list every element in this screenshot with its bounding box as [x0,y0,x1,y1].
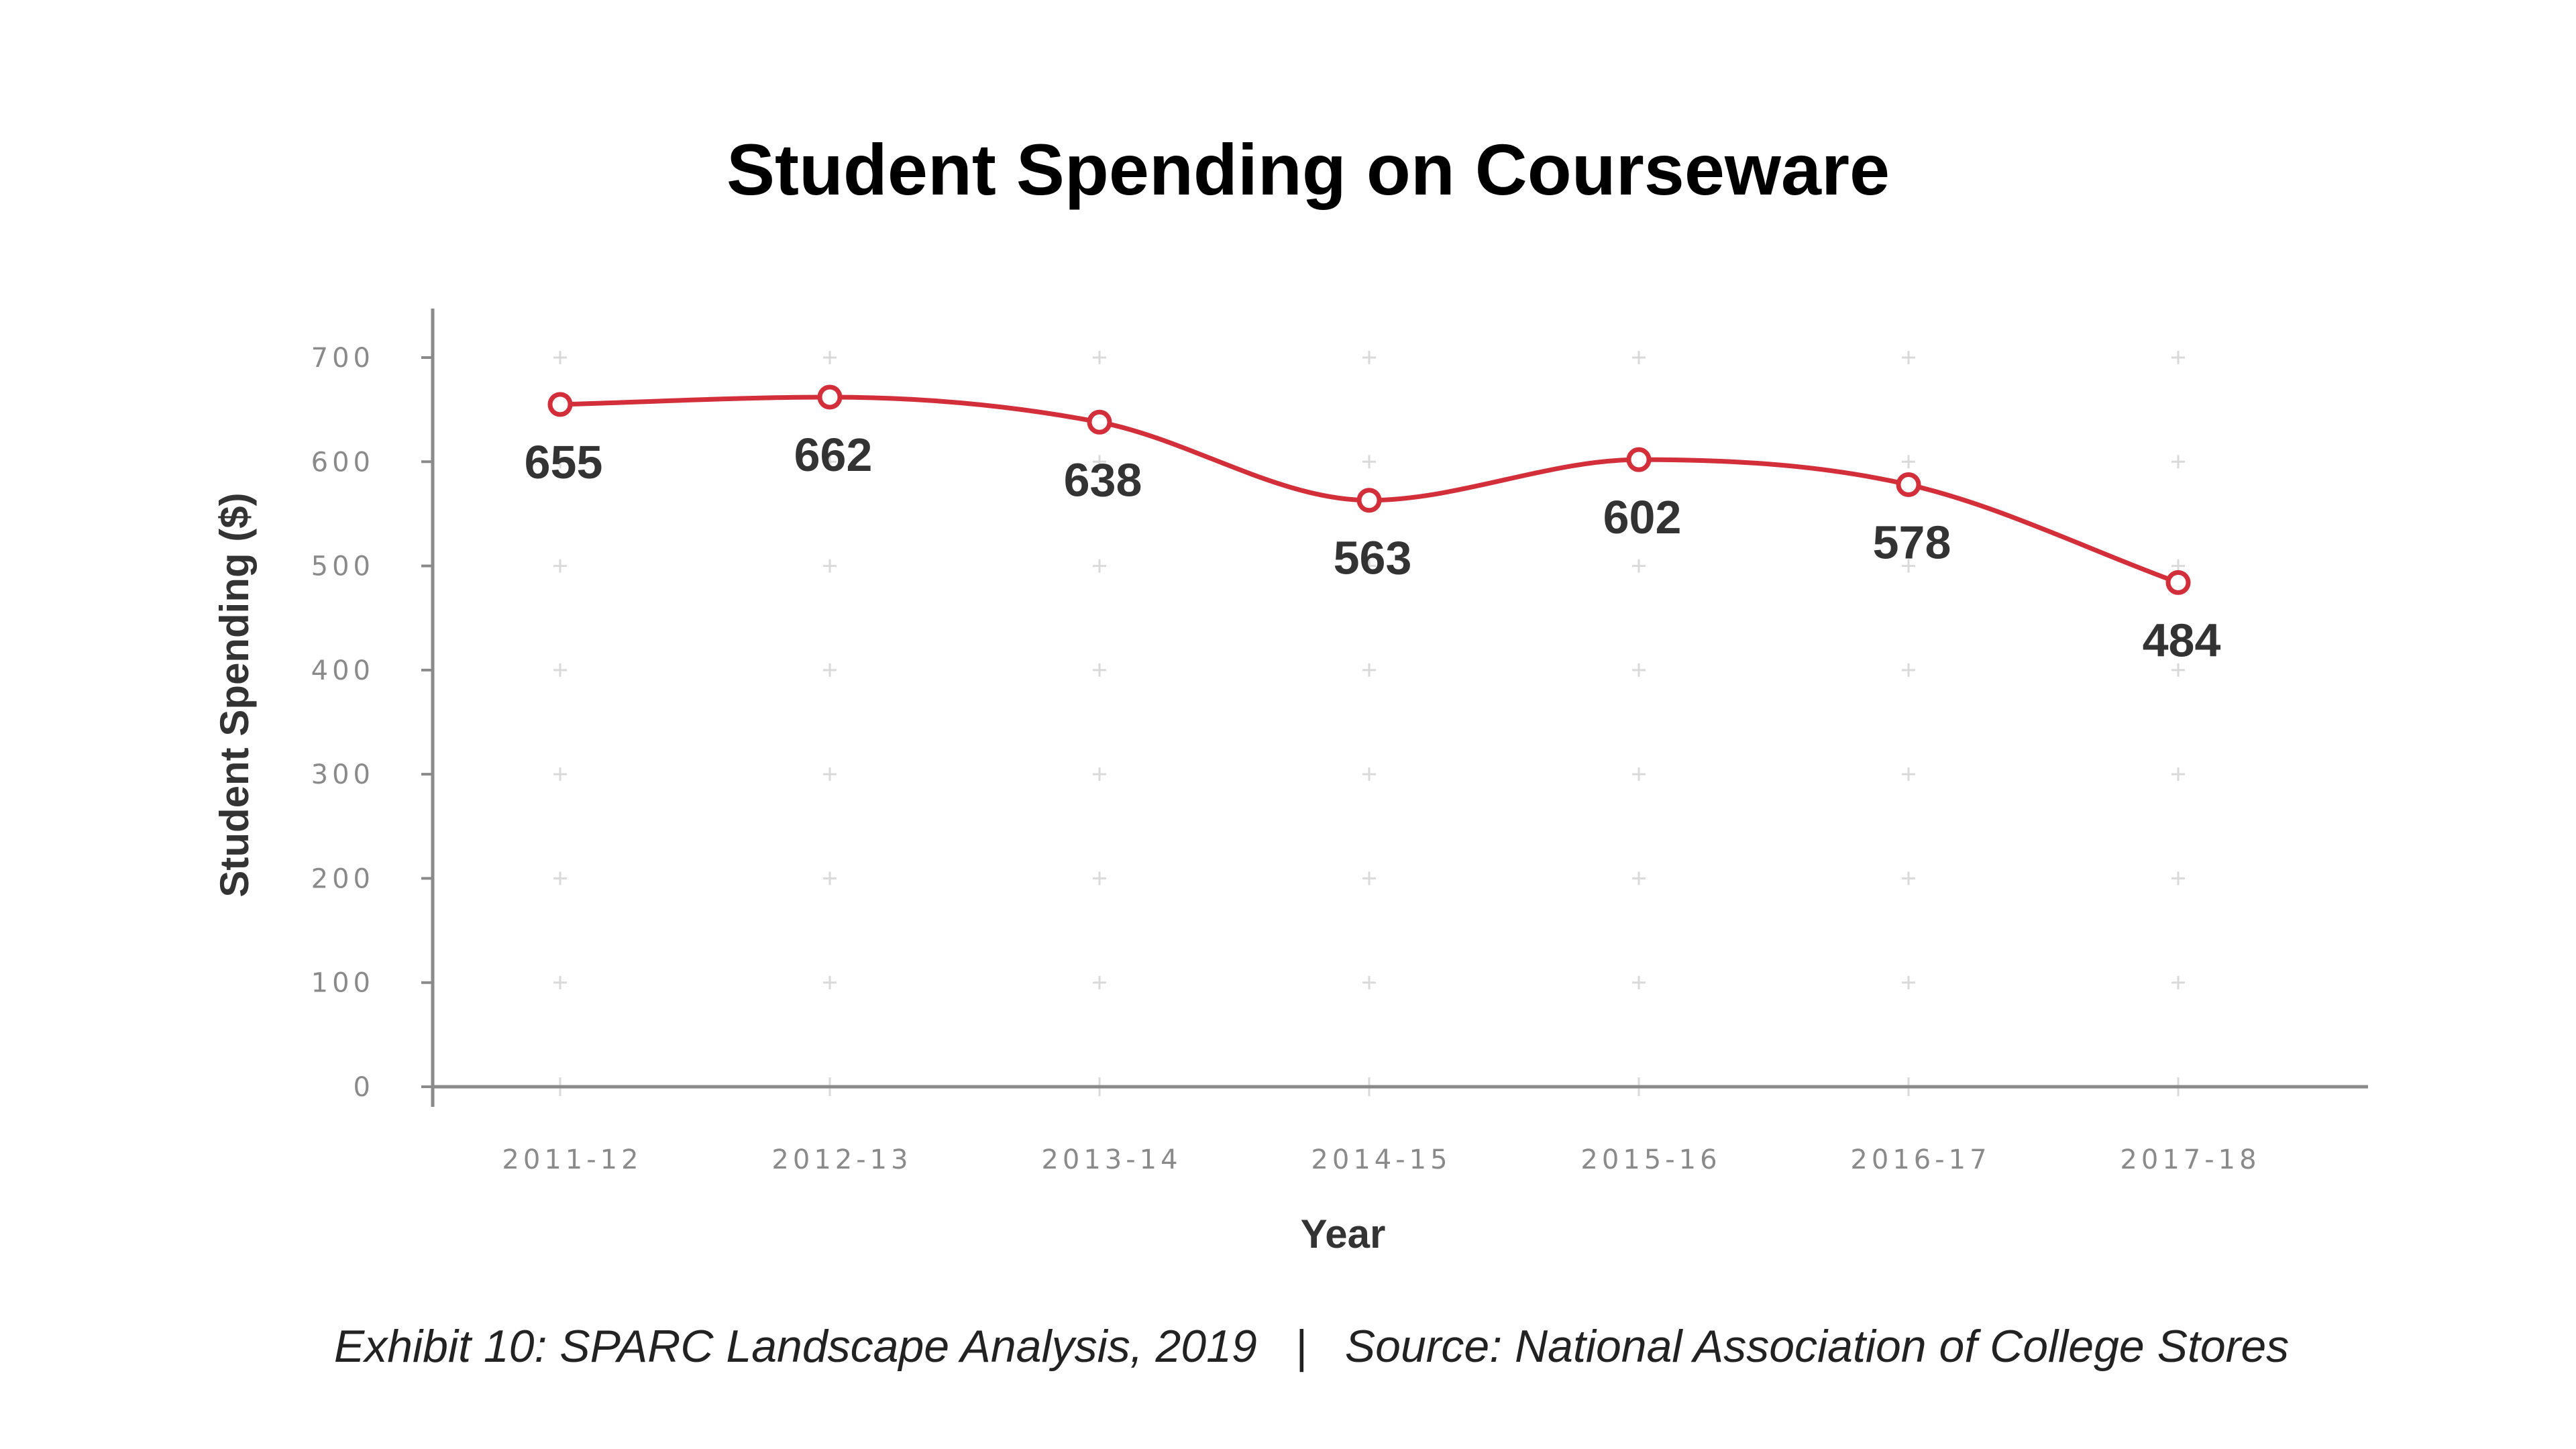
data-point [1087,409,1112,435]
grid-plus-marker [1093,767,1106,782]
grid-plus-marker [2171,663,2185,677]
grid-plus-marker [1093,559,1106,573]
data-label: 578 [1873,516,1951,568]
data-label: 563 [1334,532,1412,584]
grid-plus-marker [1093,663,1106,677]
data-labels: 655 662 638 563 602 578 484 [525,429,2221,666]
data-point [1896,472,1921,497]
y-axis-ticks: 0 100 200 300 400 500 600 700 [311,343,433,1103]
grid-plus-marker [1902,663,1915,677]
data-point [547,392,573,417]
grid-plus-marker [1902,975,1915,989]
grid-plus-marker [553,871,567,885]
x-tick-label: 2011-12 [502,1144,642,1175]
grid-plus-marker [2171,871,2185,885]
chart-title: Student Spending on Courseware [727,129,1890,210]
grid-plus-marker [1632,559,1646,573]
grid-plus-marker [1902,351,1915,364]
x-tick-label: 2017-18 [2120,1144,2260,1175]
grid-plus-marker [1632,871,1646,885]
grid-plus-marker [553,663,567,677]
x-axis-title: Year [1301,1212,1386,1256]
y-tick-label: 400 [311,655,374,686]
grid-plus-marker [1632,767,1646,782]
y-tick-label: 200 [311,863,374,894]
x-tick-label: 2015-16 [1580,1144,1721,1175]
data-point [1626,447,1652,472]
data-label: 662 [794,429,873,481]
series [547,384,2191,595]
grid-plus-marker [823,559,837,573]
grid-markers [551,351,2188,1096]
grid-plus-marker [823,975,837,989]
grid-plus-marker [823,455,837,469]
axes [431,309,2368,1107]
data-point [2165,570,2191,595]
grid-plus-marker [1093,975,1106,989]
grid-plus-marker [553,351,567,364]
data-label: 638 [1064,453,1142,506]
y-tick-label: 700 [311,343,374,374]
grid-plus-marker [1902,767,1915,782]
grid-plus-marker [553,559,567,573]
x-tick-label: 2012-13 [771,1144,912,1175]
grid-plus-marker [1362,663,1376,677]
grid-plus-marker [1362,871,1376,885]
grid-plus-marker [1362,975,1376,989]
y-tick-label: 500 [311,551,374,582]
y-tick-label: 300 [311,759,374,790]
data-label: 602 [1603,491,1682,543]
y-tick-label: 600 [311,447,374,478]
grid-plus-marker [1362,351,1376,364]
grid-plus-marker [1362,559,1376,573]
grid-plus-marker [553,975,567,989]
grid-plus-marker [2171,975,2185,989]
grid-plus-marker [823,871,837,885]
grid-plus-marker [823,663,837,677]
x-tick-label: 2013-14 [1041,1144,1181,1175]
grid-plus-marker [2171,351,2185,364]
data-label: 655 [525,436,603,488]
grid-plus-marker [1902,559,1915,573]
grid-plus-marker [1093,351,1106,364]
y-tick-label: 0 [354,1072,374,1103]
data-label: 484 [2143,614,2221,666]
grid-plus-marker [553,455,567,469]
data-point [817,384,843,410]
grid-plus-marker [1632,975,1646,989]
grid-plus-marker [1093,871,1106,885]
grid-plus-marker [553,767,567,782]
grid-plus-marker [1362,767,1376,782]
grid-plus-marker [2171,767,2185,782]
x-tick-label: 2016-17 [1850,1144,1990,1175]
grid-plus-marker [1902,455,1915,469]
grid-plus-marker [1632,351,1646,364]
x-axis-ticks: 2011-12 2012-13 2013-14 2014-15 2015-16 2016-… [502,1144,2260,1175]
x-tick-label: 2014-15 [1311,1144,1451,1175]
grid-plus-marker [1362,455,1376,469]
grid-plus-marker [1902,871,1915,885]
exhibit-caption: Exhibit 10: SPARC Landscape Analysis, 20… [334,1321,2289,1372]
y-axis-title: Student Spending ($) [212,492,257,897]
grid-plus-marker [1093,455,1106,469]
y-tick-label: 100 [311,968,374,999]
grid-plus-marker [2171,455,2185,469]
grid-plus-marker [823,351,837,364]
grid-plus-marker [823,767,837,782]
grid-plus-marker [1632,663,1646,677]
data-point [1356,488,1382,513]
